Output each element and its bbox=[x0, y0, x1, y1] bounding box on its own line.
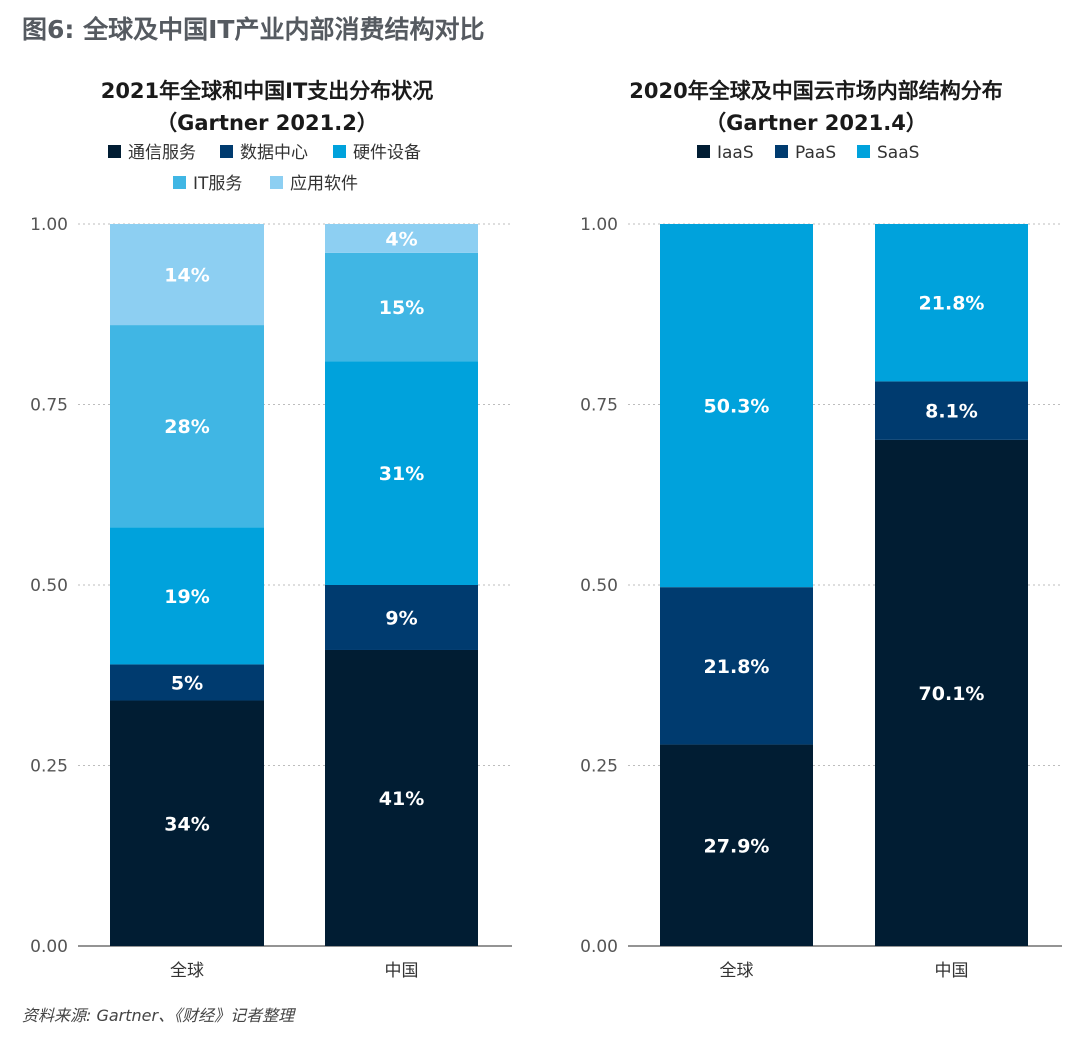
chart-subtitle: （Gartner 2021.4） bbox=[705, 111, 927, 135]
bar-segment bbox=[325, 224, 478, 253]
x-category-label: 全球 bbox=[720, 961, 754, 981]
legend-swatch bbox=[697, 145, 710, 158]
y-tick-label: 0.50 bbox=[30, 576, 68, 596]
y-tick-label: 0.25 bbox=[30, 757, 68, 777]
bar-segment bbox=[110, 325, 264, 528]
y-tick-label: 1.00 bbox=[30, 215, 68, 235]
legend-swatch bbox=[270, 176, 283, 189]
bar-segment bbox=[110, 527, 264, 665]
y-tick-label: 0.50 bbox=[580, 576, 618, 596]
chart-it-spending: 2021年全球和中国IT支出分布状况 （Gartner 2021.2） 通信服务 数据… bbox=[30, 79, 512, 981]
bar-segment bbox=[325, 585, 478, 650]
legend-label: SaaS bbox=[877, 143, 919, 163]
legend-swatch bbox=[220, 145, 233, 158]
bar-segment bbox=[660, 744, 813, 946]
legend-swatch bbox=[173, 176, 186, 189]
bar-value-label: 4% bbox=[385, 228, 417, 250]
bar-value-label: 8.1% bbox=[925, 401, 978, 423]
legend-label: 硬件设备 bbox=[353, 143, 421, 163]
legend-swatch bbox=[775, 145, 788, 158]
source-note: 资料来源: Gartner、《财经》记者整理 bbox=[22, 1006, 295, 1025]
bar-value-label: 28% bbox=[164, 416, 209, 438]
legend-swatch bbox=[857, 145, 870, 158]
bar-segment bbox=[325, 252, 478, 362]
bar-segment bbox=[875, 381, 1028, 440]
bar-segment bbox=[875, 439, 1028, 946]
bar-value-label: 31% bbox=[379, 463, 424, 485]
chart-title: 2020年全球及中国云市场内部结构分布 bbox=[629, 79, 1002, 103]
bar-value-label: 21.8% bbox=[704, 656, 770, 678]
y-tick-label: 1.00 bbox=[580, 215, 618, 235]
y-tick-label: 0.00 bbox=[580, 937, 618, 957]
figure-title: 图6: 全球及中国IT产业内部消费结构对比 bbox=[22, 15, 485, 44]
bar-segment bbox=[110, 700, 264, 946]
chart-cloud-market: 2020年全球及中国云市场内部结构分布 （Gartner 2021.4） IaaS P… bbox=[580, 79, 1062, 981]
legend-label: PaaS bbox=[795, 143, 836, 163]
y-tick-label: 0.00 bbox=[30, 937, 68, 957]
legend-label: IT服务 bbox=[193, 174, 242, 194]
chart-title: 2021年全球和中国IT支出分布状况 bbox=[101, 79, 434, 103]
bar-segment bbox=[325, 649, 478, 946]
x-category-label: 全球 bbox=[170, 961, 204, 981]
bar-value-label: 9% bbox=[385, 607, 417, 629]
bar-value-label: 34% bbox=[164, 813, 209, 835]
legend-swatch bbox=[108, 145, 121, 158]
x-category-label: 中国 bbox=[935, 961, 969, 981]
bar-value-label: 5% bbox=[171, 672, 203, 694]
bar-segment bbox=[110, 664, 264, 701]
legend-swatch bbox=[333, 145, 346, 158]
legend-label: 数据中心 bbox=[240, 143, 308, 163]
bar-segment bbox=[110, 224, 264, 326]
legend-label: IaaS bbox=[717, 143, 754, 163]
bar-value-label: 15% bbox=[379, 297, 424, 319]
bar-value-label: 70.1% bbox=[919, 683, 985, 705]
y-tick-label: 0.75 bbox=[30, 396, 68, 416]
y-tick-label: 0.25 bbox=[580, 757, 618, 777]
bar-segment bbox=[660, 224, 813, 588]
bar-value-label: 50.3% bbox=[704, 396, 770, 418]
bar-value-label: 14% bbox=[164, 265, 209, 287]
chart-subtitle: （Gartner 2021.2） bbox=[156, 111, 378, 135]
legend-label: 应用软件 bbox=[290, 174, 358, 194]
bar-value-label: 41% bbox=[379, 788, 424, 810]
x-category-label: 中国 bbox=[385, 961, 419, 981]
bar-segment bbox=[875, 224, 1028, 382]
bar-value-label: 21.8% bbox=[919, 293, 985, 315]
y-tick-label: 0.75 bbox=[580, 396, 618, 416]
bar-value-label: 27.9% bbox=[704, 835, 770, 857]
bar-value-label: 19% bbox=[164, 586, 209, 608]
bar-segment bbox=[325, 361, 478, 585]
legend-label: 通信服务 bbox=[128, 143, 196, 163]
bar-segment bbox=[660, 587, 813, 745]
